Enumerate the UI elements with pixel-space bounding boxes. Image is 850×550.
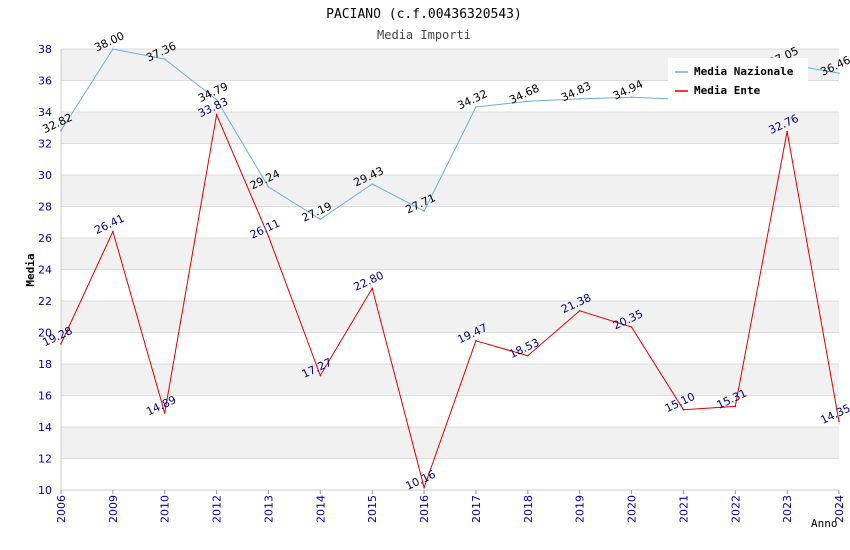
point-ente [527,354,529,357]
point-ente [578,309,581,312]
y-tick-label: 30 [38,169,52,182]
data-label-ente: 18.53 [507,336,541,361]
point-nazionale [267,186,270,188]
x-tick-label: 2019 [574,495,587,523]
data-label-ente: 14.35 [818,402,850,427]
y-tick-label: 16 [38,390,52,403]
point-ente [682,408,685,411]
point-ente [838,420,840,423]
grid-band [61,238,839,270]
grid-band [61,427,839,459]
y-tick-label: 32 [38,138,52,151]
data-label-ente: 10.16 [404,468,438,493]
data-label-nazionale: 34.83 [559,79,593,104]
y-tick-label: 36 [38,75,52,88]
y-tick-label: 18 [38,358,52,371]
legend: Media Nazionale Media Ente [668,58,808,100]
grid-band [61,112,839,144]
legend-box [668,58,808,100]
point-nazionale [838,72,840,75]
data-label-ente: 14.89 [144,393,178,418]
grid-band [61,364,839,396]
x-tick-label: 2023 [781,495,794,523]
x-tick-label: 2022 [729,495,742,523]
y-tick-label: 38 [38,43,52,56]
point-ente [112,230,114,233]
x-tick-label: 2016 [418,495,431,523]
x-tick-label: 2010 [159,495,172,523]
background-bands [61,49,839,459]
x-tick-label: 2009 [107,495,120,523]
point-ente [163,412,166,414]
x-axis-label: Anno [811,517,838,530]
point-ente [423,486,425,489]
x-tick-label: 2021 [677,495,690,523]
x-tick-label: 2024 [833,495,846,523]
y-axis-label: Media [24,253,37,286]
point-nazionale [319,218,322,221]
point-ente [319,374,322,377]
point-ente [734,405,737,408]
legend-label-ente: Media Ente [694,84,761,97]
point-nazionale [630,96,633,98]
y-tick-label: 10 [38,484,52,497]
y-tick-label: 24 [38,264,52,277]
chart-title: PACIANO (c.f.00436320543) [326,7,522,22]
x-tick-label: 2017 [470,495,483,523]
x-tick-label: 2018 [522,495,535,523]
x-tick-label: 2014 [314,495,327,523]
point-ente [630,326,633,328]
data-label-nazionale: 34.32 [455,87,489,112]
point-ente [215,113,218,116]
axes [60,49,840,494]
y-tick-label: 26 [38,232,52,245]
y-tick-label: 14 [38,421,52,434]
x-tick-label: 2012 [211,495,224,523]
point-ente [60,343,62,345]
point-ente [475,340,477,342]
chart-subtitle: Media Importi [377,28,471,42]
x-tick-label: 2020 [626,495,639,523]
point-nazionale [475,106,477,108]
point-nazionale [371,183,374,185]
y-tick-label: 12 [38,453,52,466]
grid-band [61,175,839,207]
point-nazionale [527,100,529,103]
point-nazionale [112,48,114,50]
legend-label-nazionale: Media Nazionale [694,65,794,78]
y-tick-label: 28 [38,201,52,214]
data-label-ente: 22.80 [352,269,386,294]
data-label-nazionale: 34.68 [507,82,541,107]
y-tick-label: 20 [38,327,52,340]
grid-band [61,301,839,333]
x-tick-label: 2013 [262,495,275,523]
series-line-ente [60,112,840,490]
point-ente [371,287,374,290]
point-ente [786,130,788,133]
data-label-ente: 26.41 [92,212,126,237]
x-tick-labels: 2006 2009 2010 2012 2013 2014 2015 2016 2017 2018… [55,495,846,523]
data-label-nazionale: 34.94 [611,77,645,102]
point-nazionale [578,98,581,100]
x-tick-label: 2015 [366,495,379,523]
y-tick-labels: 10 12 14 16 18 20 22 24 26 28 30 32 34 36 38 [38,43,52,497]
point-nazionale [215,98,218,101]
y-tick-label: 34 [38,106,52,119]
y-tick-label: 22 [38,295,52,308]
point-ente [267,235,270,238]
x-tick-label: 2006 [55,495,68,523]
point-nazionale [60,129,62,132]
point-nazionale [423,210,425,212]
point-nazionale [163,58,166,60]
